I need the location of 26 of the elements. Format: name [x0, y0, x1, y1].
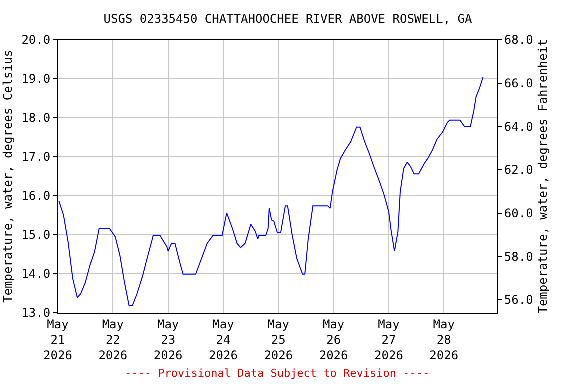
y2-tick-label: 66.0	[504, 76, 534, 91]
y-tick-label: 18.0	[22, 111, 51, 126]
x-tick-label: May 26 2026	[319, 317, 348, 363]
y2-tick-label: 68.0	[504, 33, 534, 48]
x-tick-label: May 28 2026	[430, 317, 459, 363]
y2-tick-label: 58.0	[504, 250, 534, 264]
y-axis-title: Temperature, water, degrees Celsius	[0, 50, 15, 303]
x-tick-label: May 24 2026	[209, 317, 238, 363]
line-series	[58, 76, 484, 306]
y-tick-label: 19.0	[22, 72, 51, 86]
y-tick-label: 15.0	[22, 228, 51, 242]
x-tick-label: May 27 2026	[374, 317, 404, 363]
x-tick-label: May 23 2026	[154, 317, 183, 363]
y2-tick-label: 64.0	[504, 120, 534, 134]
x-tick-label: May 22 2026	[98, 317, 128, 363]
y-tick-label: 20.0	[22, 33, 51, 48]
y-tick-label: 14.0	[22, 267, 51, 282]
y2-tick-label: 56.0	[504, 293, 534, 308]
chart-title: USGS 02335450 CHATTAHOOCHEE RIVER ABOVE ROSWELL, GA	[104, 12, 473, 26]
y2-tick-label: 62.0	[504, 163, 534, 178]
y-tick-label: 17.0	[22, 150, 51, 164]
y-tick-label: 16.0	[22, 189, 51, 204]
y2-axis-title: Temperature, water, degrees Fahrenheit	[536, 39, 550, 314]
y2-tick-label: 60.0	[504, 206, 534, 221]
text: ---- Provisional Data Subject to Revision ----	[125, 367, 430, 380]
x-tick-label: May 25 2026	[264, 317, 294, 363]
